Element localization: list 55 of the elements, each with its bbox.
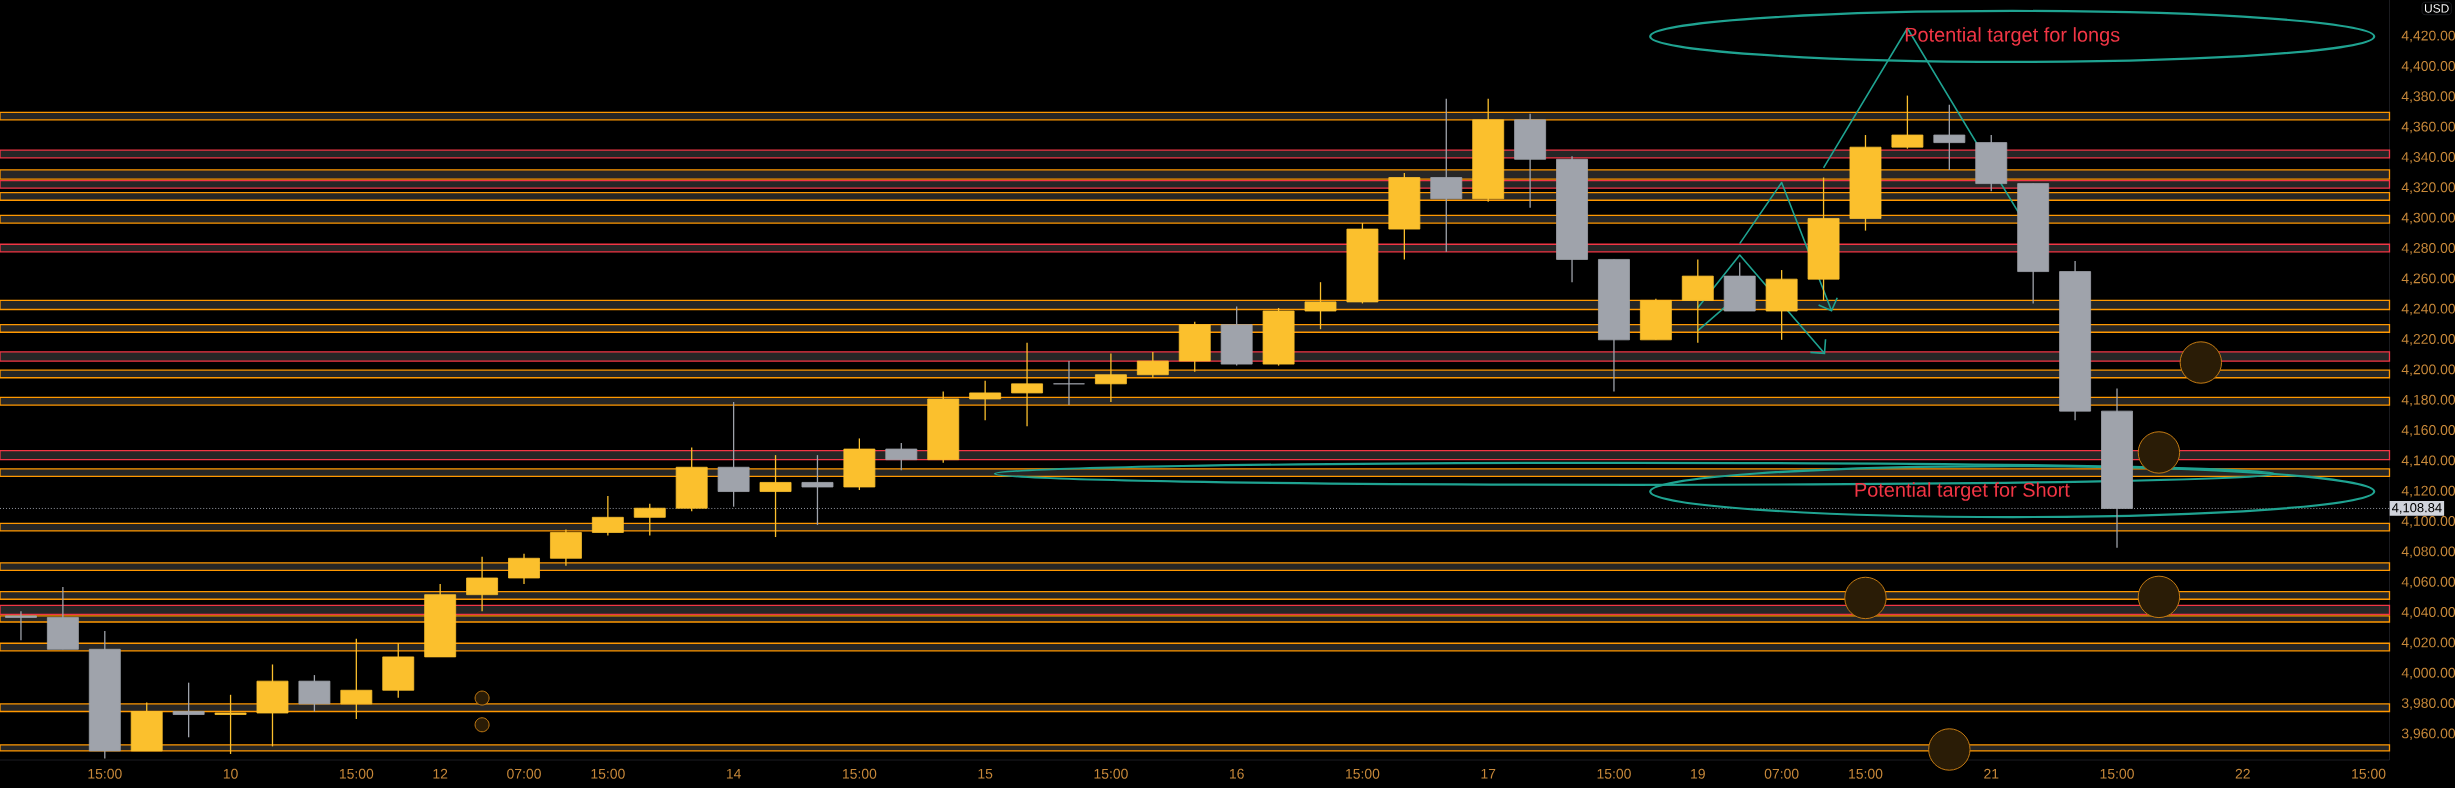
x-tick-label: 15:00 <box>88 768 122 779</box>
y-tick-label: 4,160.00 <box>2401 425 2455 437</box>
y-tick-label: 3,980.00 <box>2401 698 2455 710</box>
x-tick-label: 15:00 <box>1094 768 1128 779</box>
y-tick-label: 4,320.00 <box>2401 182 2455 194</box>
x-tick-label: 07:00 <box>507 768 541 779</box>
x-tick-label: 15:00 <box>842 768 877 779</box>
x-tick-label: 15 <box>978 768 993 779</box>
candlestick <box>759 454 792 538</box>
y-tick-label: 4,000.00 <box>2401 667 2455 680</box>
y-tick-label: 3,960.00 <box>2401 728 2455 741</box>
y-tick-label: 4,220.00 <box>2401 334 2455 346</box>
x-tick-label: 21 <box>1984 768 1999 779</box>
y-tick-label: 4,180.00 <box>2401 394 2455 407</box>
candlestick <box>5 610 37 641</box>
y-tick-label: 4,300.00 <box>2401 212 2455 225</box>
y-tick-label: 4,340.00 <box>2401 152 2455 164</box>
candlestick <box>1011 342 1043 427</box>
x-tick-label: 17 <box>1481 768 1496 779</box>
y-tick-label: 4,100.00 <box>2401 516 2455 528</box>
candlestick <box>214 694 247 755</box>
candlestick <box>1053 360 1085 406</box>
y-tick-label: 4,060.00 <box>2401 576 2455 589</box>
x-tick-label: 15:00 <box>1849 768 1883 779</box>
y-tick-label: 4,260.00 <box>2401 273 2455 285</box>
x-tick-label: 19 <box>1691 768 1705 779</box>
x-tick-label: 22 <box>2235 768 2250 779</box>
y-tick-label: 4,380.00 <box>2401 91 2455 103</box>
x-tick-label: 15:00 <box>1597 768 1631 779</box>
x-tick-label: 12 <box>433 768 448 779</box>
y-axis-title: USD <box>2424 4 2449 13</box>
y-tick-label: 4,020.00 <box>2401 637 2455 649</box>
y-tick-label: 4,420.00 <box>2401 30 2455 43</box>
y-tick-label: 4,040.00 <box>2401 607 2455 619</box>
x-tick-label: 14 <box>726 768 741 779</box>
x-tick-label: 16 <box>1229 768 1244 779</box>
y-tick-label: 4,400.00 <box>2401 61 2455 73</box>
x-tick-label: 10 <box>223 768 238 779</box>
ref-line-label: 4,108.84 <box>2391 503 2442 514</box>
x-tick-label: 15:00 <box>2100 768 2134 779</box>
y-tick-label: 4,140.00 <box>2401 455 2455 467</box>
x-tick-label: 15:00 <box>2352 768 2386 779</box>
y-tick-label: 4,120.00 <box>2401 485 2455 498</box>
y-tick-label: 4,200.00 <box>2401 364 2455 376</box>
x-tick-label: 07:00 <box>1764 768 1799 779</box>
y-tick-label: 4,360.00 <box>2401 121 2455 134</box>
y-tick-label: 4,280.00 <box>2401 243 2455 255</box>
candlestick <box>1933 104 1966 171</box>
candlestick <box>172 682 205 738</box>
annotation: Potential target for Short <box>1855 482 2070 501</box>
y-tick-label: 4,240.00 <box>2401 303 2455 316</box>
x-tick-label: 15:00 <box>591 768 625 779</box>
x-tick-label: 15:00 <box>339 768 374 779</box>
y-tick-label: 4,080.00 <box>2401 546 2455 558</box>
x-tick-label: 15:00 <box>1346 768 1380 779</box>
